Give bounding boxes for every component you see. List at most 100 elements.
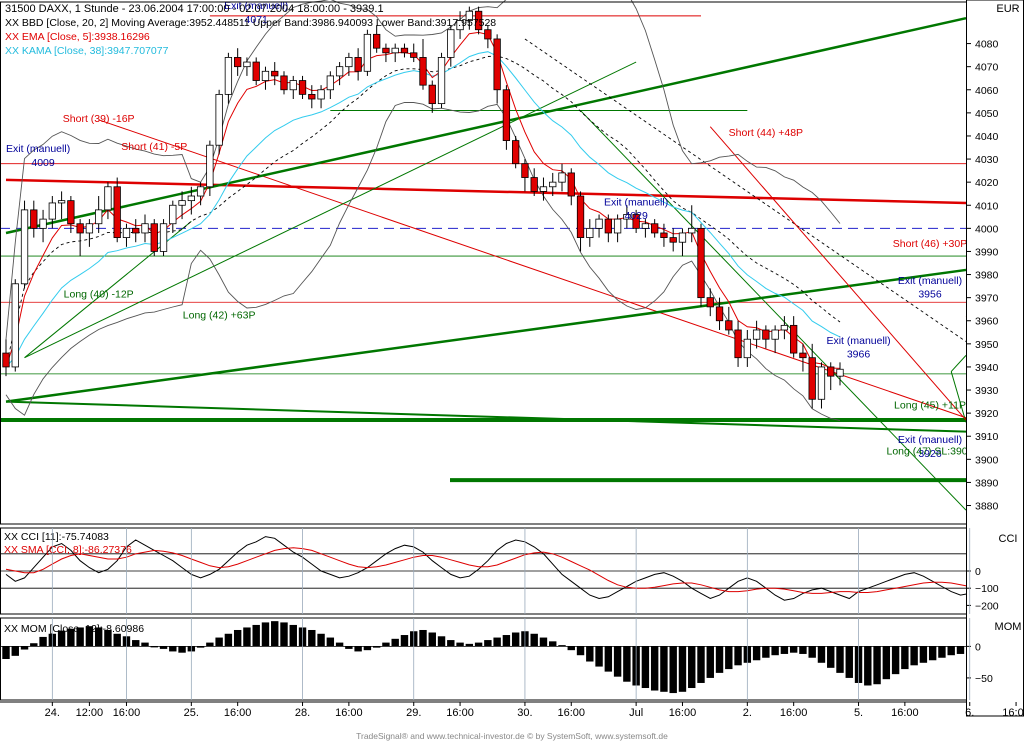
mom-bar [817, 646, 826, 663]
mom-bar [539, 637, 548, 647]
candle-body [474, 10, 483, 31]
mom-bar [502, 635, 511, 647]
candle-body [39, 218, 47, 229]
mom-bar [808, 646, 816, 658]
mom-bar [289, 624, 297, 647]
price-unit-label: EUR [996, 3, 1019, 15]
mom-bar [11, 646, 19, 656]
candle-body [576, 195, 585, 238]
x-tick-label: 5. [854, 707, 863, 719]
mom-unit-label: MOM [995, 621, 1022, 633]
price-tick-label: 4080 [975, 39, 999, 51]
candle-body [206, 144, 214, 188]
mom-bar [465, 643, 474, 647]
mom-bar [178, 646, 186, 653]
trade-annotation: Long (42) +63P [183, 309, 256, 321]
mom-bar [113, 633, 121, 647]
candle-body [660, 232, 668, 238]
candle-body [234, 57, 242, 68]
mom-bar [474, 642, 483, 647]
price-tick-label: 3910 [975, 431, 999, 443]
mom-bar [715, 646, 724, 673]
mom-bar [604, 646, 613, 672]
candle-body [178, 200, 186, 206]
mom-bar [169, 646, 177, 652]
trend-line [580, 110, 967, 511]
mom-bar [196, 646, 205, 648]
candle-body [215, 93, 223, 146]
mom-bar [576, 646, 585, 656]
trend-line [5, 268, 967, 403]
cci-unit-label: CCI [999, 533, 1018, 545]
mom-legend: XX MOM [Close, 12]:-8.60986 [4, 623, 144, 635]
trade-annotation: Long (47) SL:3908 [887, 446, 974, 458]
price-panel[interactable]: Exit (manuell) 4071 Short (39) -16P Short (… [0, 0, 1007, 511]
trade-annotation: Short (41) -5P [121, 141, 187, 153]
mom-bar [215, 637, 223, 647]
candle-body [447, 29, 455, 58]
candle-body [169, 204, 177, 225]
mom-bar [493, 637, 501, 647]
mom-bar [650, 646, 659, 691]
candle-body [57, 200, 66, 204]
mom-bar [345, 646, 353, 649]
mom-bar [308, 629, 316, 647]
candle-body [261, 70, 270, 81]
trend-line [950, 355, 967, 372]
x-tick-label: 16:00 [558, 707, 586, 719]
price-tick-label: 4040 [975, 131, 999, 143]
mom-bar [206, 642, 214, 647]
mom-bar [280, 622, 288, 647]
mom-bar [901, 646, 909, 670]
candle-body [187, 195, 195, 202]
mom-bar [725, 646, 733, 670]
mom-bar [419, 629, 427, 647]
candle-body [11, 283, 19, 368]
candle-body [326, 75, 334, 91]
candle-body [298, 80, 307, 95]
mom-bar [864, 646, 872, 686]
mom-bar [641, 646, 650, 689]
candle-body [456, 20, 464, 31]
trend-line [5, 16, 967, 235]
candle-body [539, 186, 548, 192]
trade-annotation: Exit (manuell) [604, 196, 668, 208]
mom-bar [354, 646, 362, 652]
mom-bar [558, 645, 566, 647]
x-tick-label: 16:00 [335, 707, 363, 719]
price-tick-label: 3950 [975, 339, 999, 351]
mom-bar [938, 646, 946, 658]
candle-body [428, 84, 436, 105]
candle-body [382, 47, 390, 54]
candle-body [141, 223, 149, 234]
x-tick-label: 16:00 [446, 707, 474, 719]
mom-bar [132, 640, 140, 647]
candle-body [669, 237, 677, 243]
mom-bar [530, 633, 538, 647]
mom-bar [780, 646, 789, 654]
mom-panel[interactable]: XX MOM [Close, 12]:-8.60986 [0, 621, 1024, 694]
x-tick-label: 16:00 [113, 707, 141, 719]
mom-bar [910, 646, 918, 666]
mom-bar [437, 636, 446, 647]
candle-body [465, 10, 473, 21]
mom-bar [836, 646, 844, 673]
candle-body [743, 338, 751, 359]
price-tick-label: 4020 [975, 177, 999, 189]
candle-body [271, 70, 279, 77]
candle-body [104, 186, 112, 211]
cci-line [5, 536, 1024, 601]
candle-body [530, 177, 538, 192]
candle-body [280, 75, 288, 91]
mom-bar [261, 622, 270, 647]
mom-bar [697, 646, 705, 683]
trade-annotation: Exit (manuell) [826, 335, 890, 347]
trend-line [24, 61, 637, 359]
mom-bar [57, 630, 66, 647]
candle-body [678, 232, 687, 243]
candle-body [827, 366, 835, 377]
trade-annotation: Short (44) +48P [729, 127, 803, 139]
mom-bar [363, 646, 372, 651]
